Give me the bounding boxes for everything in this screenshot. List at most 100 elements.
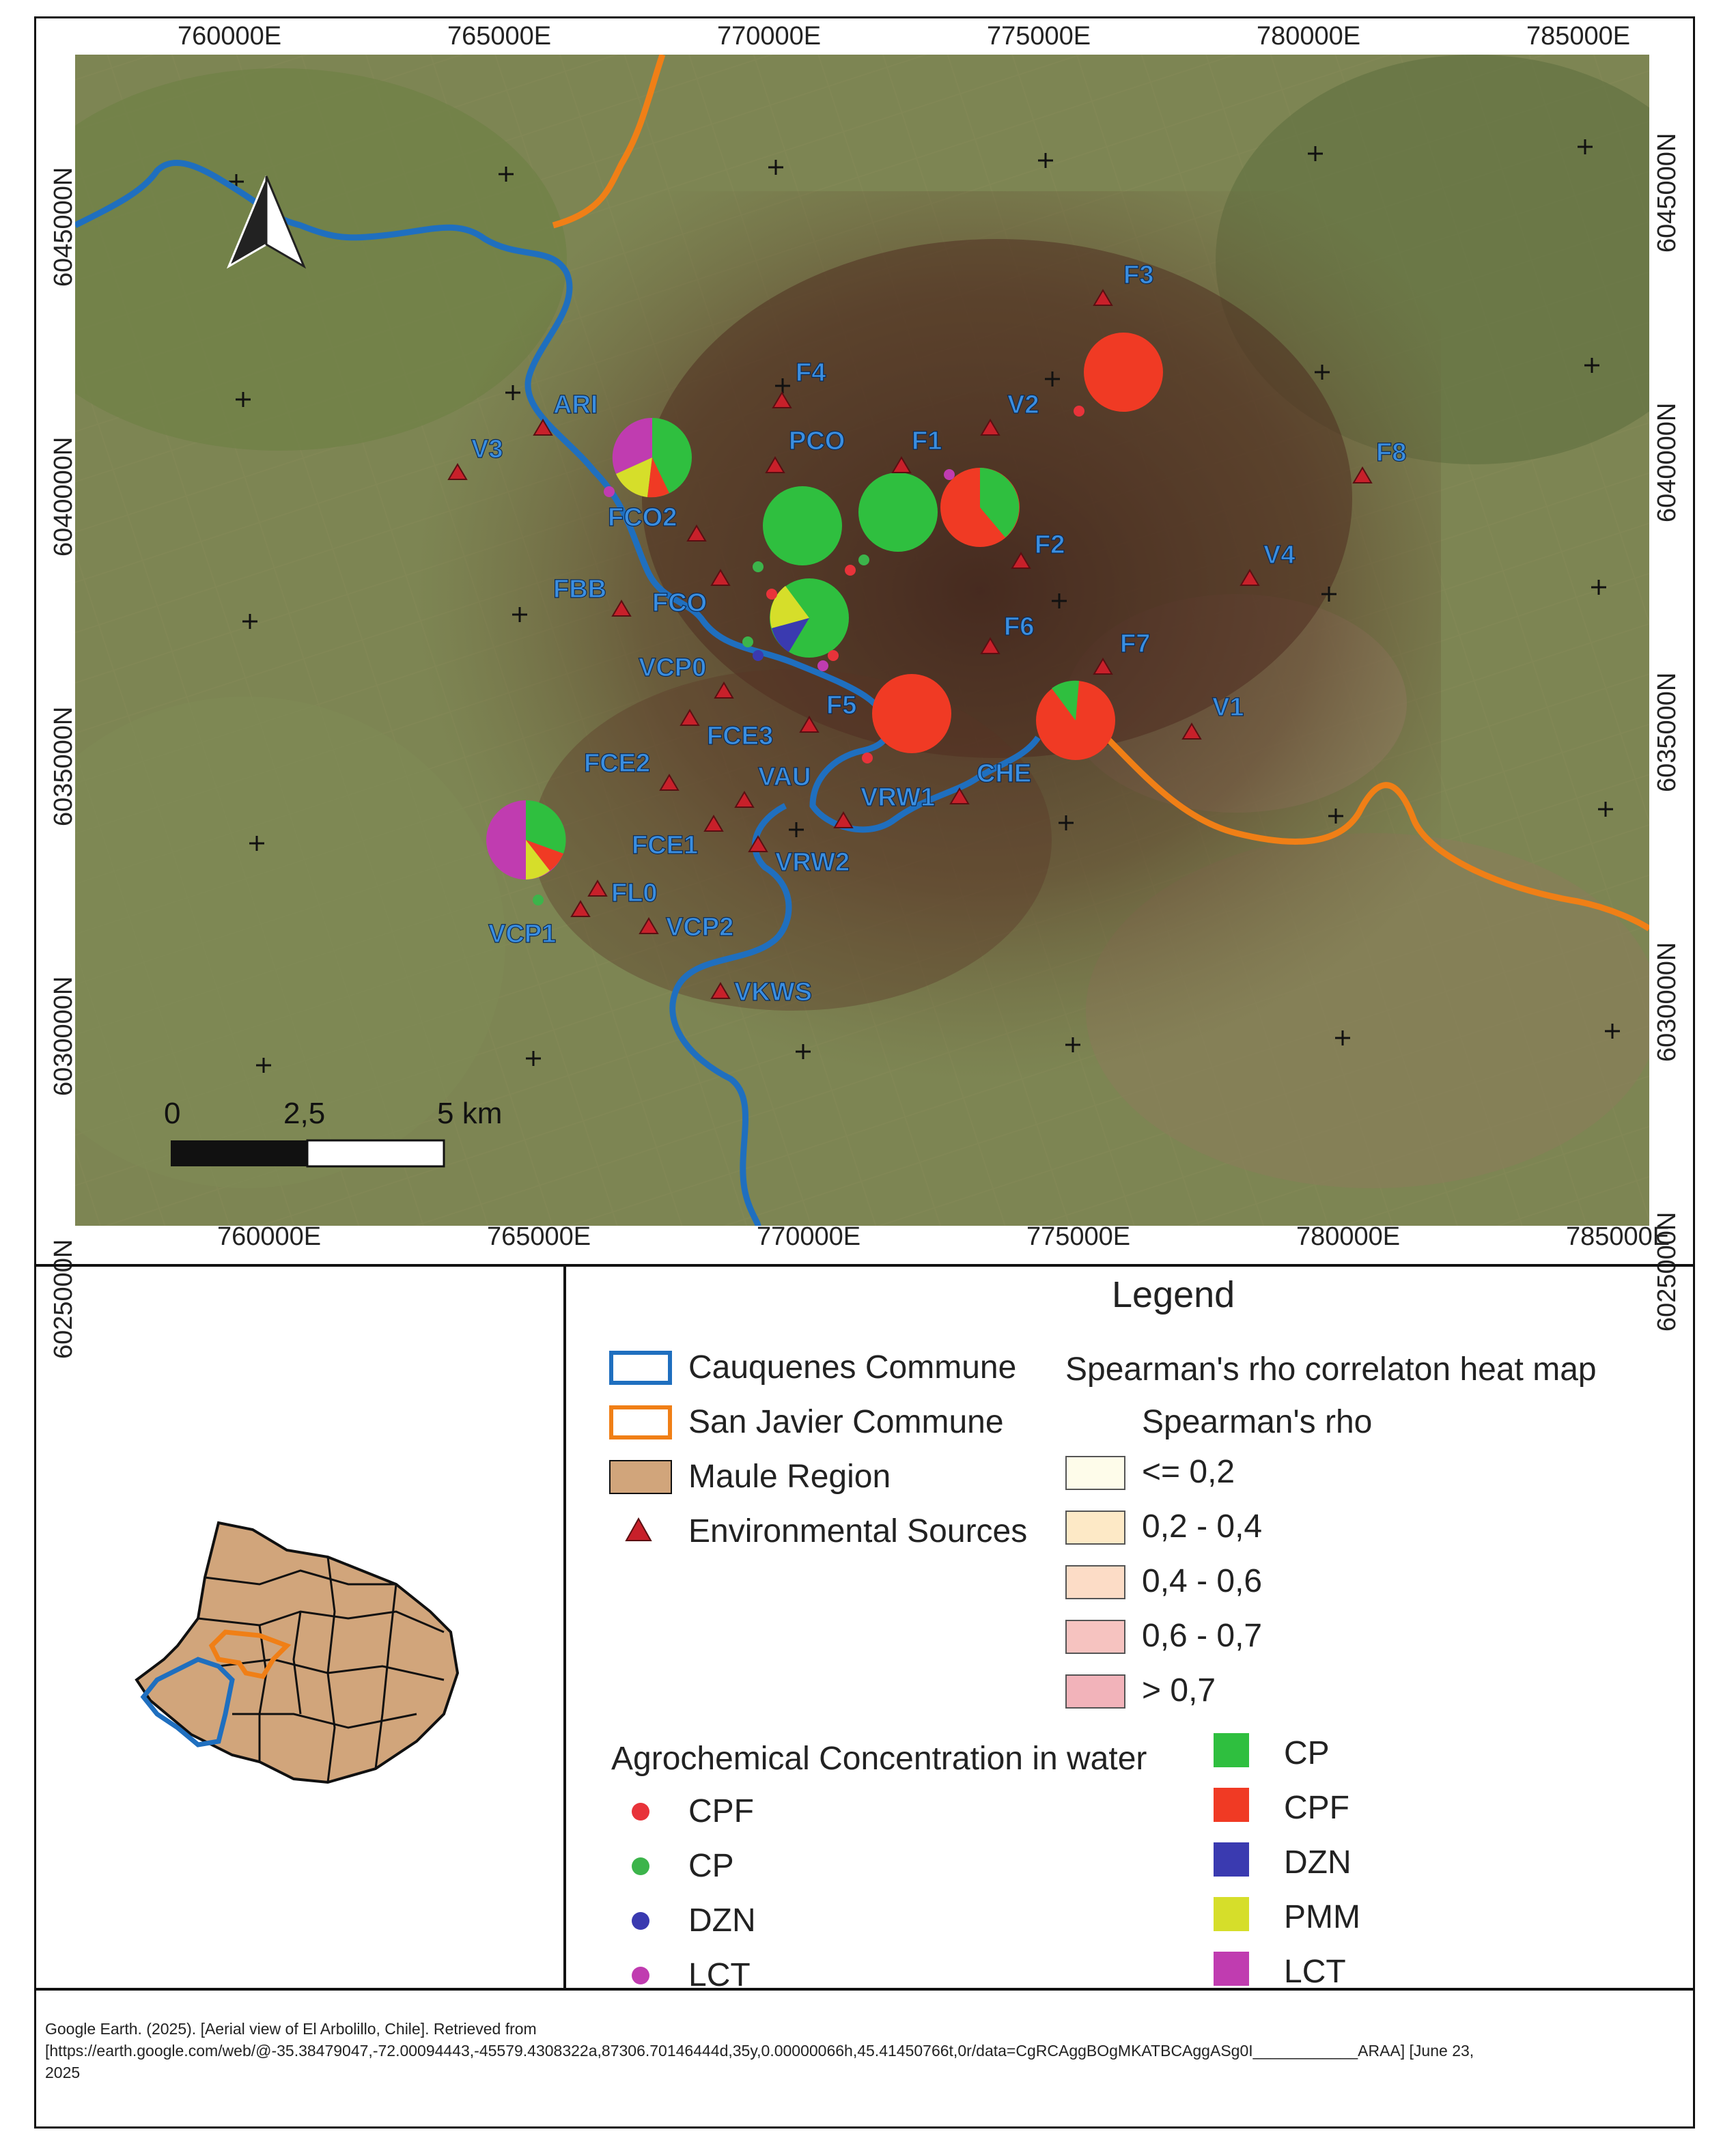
site-label: VRW1 <box>860 783 935 812</box>
pie-ari <box>612 417 692 498</box>
y-tick-label: 6035000N <box>1653 672 1681 792</box>
site-label: FL0 <box>611 879 658 908</box>
site-label: VKWS <box>734 978 812 1007</box>
site-label: VCP2 <box>666 913 733 942</box>
heatmap-subtitle: Spearman's rho <box>1142 1404 1373 1440</box>
x-tick-label: 765000E <box>447 22 552 51</box>
dzn-dot-icon <box>632 1912 649 1930</box>
inset-cauquenes-boundary <box>140 1657 235 1747</box>
site-label: F2 <box>1035 531 1065 559</box>
legend-san-javier-label: San Javier Commune <box>688 1404 1004 1440</box>
pie-legend-label: CP <box>1284 1735 1330 1771</box>
site-label: FCO2 <box>608 503 677 532</box>
site-label: F6 <box>1004 613 1034 641</box>
concentration-title: Agrochemical Concentration in water <box>611 1741 1147 1777</box>
heatmap-class-label: <= 0,2 <box>1142 1454 1235 1490</box>
pie-swatch-dzn <box>1214 1842 1249 1877</box>
x-tick-label: 775000E <box>1026 1222 1131 1251</box>
site-labels: F3 F4 V2 ARI PCO F1 V3 F8 FCO2 F2 V4 FBB… <box>471 260 1407 1007</box>
site-label: VCP0 <box>639 654 706 682</box>
site-markers <box>447 289 1373 999</box>
legend-sources-label: Environmental Sources <box>688 1513 1028 1549</box>
cauquenes-swatch <box>609 1351 672 1385</box>
site-label: ARI <box>553 391 598 419</box>
legend-title: Legend <box>1112 1274 1235 1315</box>
site-label: F4 <box>796 359 826 387</box>
concentration-label: DZN <box>688 1902 756 1939</box>
x-tick-label: 785000E <box>1566 1222 1670 1251</box>
citation-frame <box>34 1989 1695 2129</box>
site-label: FBB <box>553 575 606 604</box>
scalebar-label: 0 <box>164 1097 180 1130</box>
site-label: FCE1 <box>632 831 698 860</box>
heatmap-class-label: 0,2 - 0,4 <box>1142 1508 1263 1545</box>
site-label: PCO <box>789 427 845 455</box>
site-label: F3 <box>1123 261 1153 290</box>
concentration-label: LCT <box>688 1957 751 1993</box>
y-tick-label: 6045000N <box>49 167 78 287</box>
x-tick-label: 780000E <box>1296 1222 1401 1251</box>
pie-legend-label: PMM <box>1284 1899 1360 1935</box>
san-javier-boundary-line <box>552 55 1649 931</box>
x-tick-label: 765000E <box>487 1222 591 1251</box>
heatmap-swatch <box>1065 1511 1125 1545</box>
site-label: F8 <box>1376 438 1406 467</box>
y-tick-label: 6040000N <box>1653 402 1681 522</box>
legend-cauquenes-label: Cauquenes Commune <box>688 1349 1017 1386</box>
pie-swatch-cpf <box>1214 1788 1249 1822</box>
citation-line: 2025 <box>45 2064 81 2081</box>
y-tick-label: 6030000N <box>1653 942 1681 1062</box>
x-tick-label: 770000E <box>757 1222 861 1251</box>
inset-san-javier-boundary <box>208 1629 292 1679</box>
pie-f3 <box>1084 333 1163 412</box>
maule-region-inset-map <box>135 1521 460 1784</box>
cp-dot-icon <box>632 1857 649 1875</box>
citation-link[interactable]: [https://earth.google.com/web/@-35.38479… <box>45 2042 1474 2060</box>
maule-swatch <box>609 1460 672 1494</box>
san-javier-swatch <box>609 1405 672 1439</box>
site-label: VCP1 <box>488 920 556 949</box>
citation: Google Earth. (2025). [Aerial view of El… <box>45 2018 1684 2083</box>
y-tick-label: 6030000N <box>49 976 78 1096</box>
site-label: FCE3 <box>707 722 773 750</box>
lct-dot-icon <box>632 1967 649 1984</box>
heatmap-swatch <box>1065 1456 1125 1490</box>
site-label: VRW2 <box>775 848 850 877</box>
north-arrow-icon <box>226 175 307 269</box>
pie-vcp1 <box>486 800 566 880</box>
site-label: F7 <box>1120 630 1150 658</box>
x-tick-label: 775000E <box>987 22 1091 51</box>
scalebar-label: 5 km <box>437 1097 502 1130</box>
pie-swatch-lct <box>1214 1952 1249 1986</box>
site-label: V3 <box>471 435 503 464</box>
site-label: FCO <box>652 589 707 617</box>
satellite-map: F3 F4 V2 ARI PCO F1 V3 F8 FCO2 F2 V4 FBB… <box>75 55 1649 1226</box>
x-tick-label: 780000E <box>1257 22 1361 51</box>
x-tick-label: 760000E <box>217 1222 322 1251</box>
triangle-marker-icon <box>625 1517 652 1541</box>
site-label: VAU <box>758 763 811 791</box>
pie-f2 <box>940 468 1020 547</box>
site-label: V2 <box>1007 391 1039 419</box>
x-tick-label: 760000E <box>178 22 282 51</box>
pie-legend-label: DZN <box>1284 1844 1352 1881</box>
pie-swatch-pmm <box>1214 1897 1249 1931</box>
scalebar: 0 2,5 5 km <box>164 1097 502 1168</box>
site-label: V1 <box>1212 693 1244 722</box>
site-label: F1 <box>912 427 942 455</box>
pie-legend-label: CPF <box>1284 1790 1349 1826</box>
citation-line: Google Earth. (2025). [Aerial view of El… <box>45 2020 537 2038</box>
x-tick-label: 770000E <box>717 22 822 51</box>
heatmap-title: Spearman's rho correlaton heat map <box>1065 1351 1597 1388</box>
site-label: CHE <box>977 759 1031 788</box>
heatmap-class-label: 0,6 - 0,7 <box>1142 1618 1263 1654</box>
scalebar-label: 2,5 <box>283 1097 325 1130</box>
pie-f5 <box>872 674 951 753</box>
heatmap-swatch <box>1065 1620 1125 1654</box>
concentration-label: CPF <box>688 1793 754 1829</box>
y-tick-label: 6045000N <box>1653 132 1681 253</box>
heatmap-class-label: > 0,7 <box>1142 1672 1216 1709</box>
y-tick-label: 6040000N <box>49 436 78 557</box>
site-label: FCE2 <box>584 749 650 778</box>
heatmap-swatch <box>1065 1674 1125 1709</box>
